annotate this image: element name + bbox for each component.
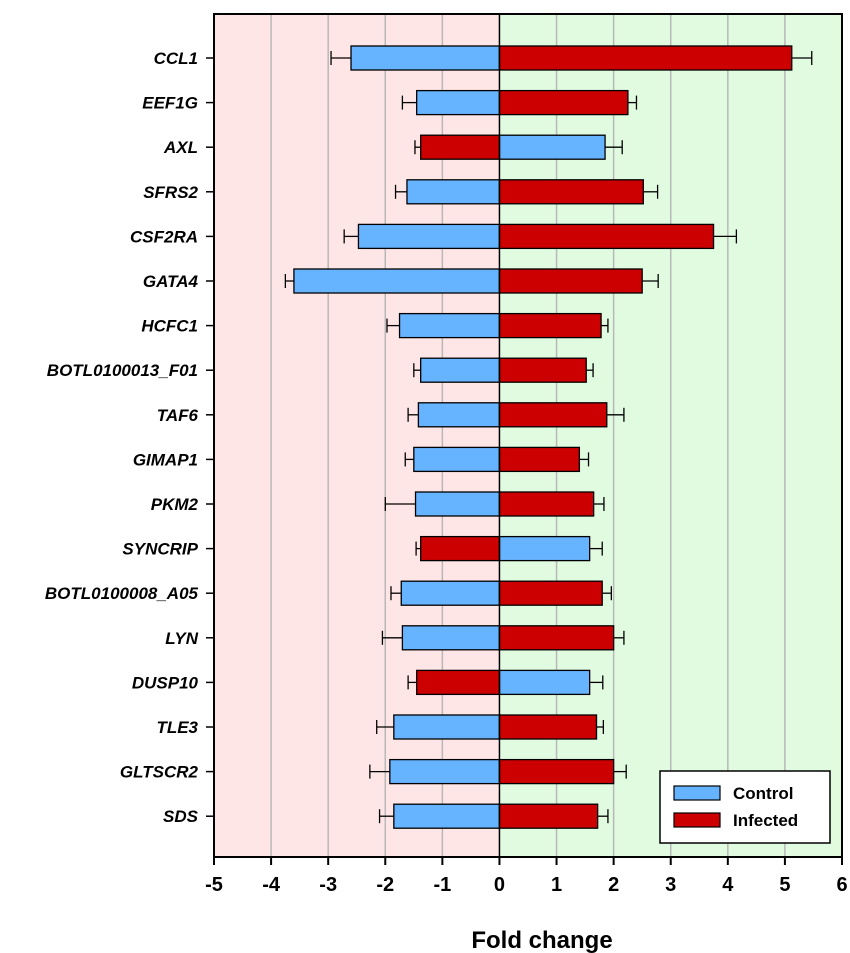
legend-box	[659, 770, 831, 844]
bar-control-gata4	[293, 268, 501, 294]
gene-label-axl: AXL	[163, 138, 198, 157]
legend: Control Infected	[659, 770, 831, 844]
x-tick-label: 6	[836, 874, 847, 896]
x-tick-label: -2	[376, 874, 394, 896]
bars	[284, 45, 813, 829]
bar-infected-botl0100013_f01	[498, 357, 587, 383]
bar-infected-axl	[420, 134, 501, 160]
bar-control-ccl1	[350, 45, 501, 71]
bar-infected-ccl1	[498, 45, 793, 71]
bar-control-lyn	[401, 625, 501, 651]
x-tick-label: 2	[608, 874, 619, 896]
gene-label-csf2ra: CSF2RA	[130, 227, 198, 246]
x-tick-label: -5	[205, 874, 223, 896]
gene-label-gata4: GATA4	[143, 272, 199, 291]
gene-label-sds: SDS	[163, 807, 199, 826]
bar-infected-sfrs2	[498, 179, 644, 205]
x-tick-label: -3	[319, 874, 337, 896]
x-tick-label: -1	[433, 874, 451, 896]
bar-control-botl0100008_a05	[400, 580, 501, 606]
gene-label-gltscr2: GLTSCR2	[120, 763, 199, 782]
y-axis-labels: CCL1 EEF1G AXL SFRS2 CSF2RA GATA4 HCFC1 BOTL010…	[45, 49, 214, 826]
gene-label-tle3: TLE3	[156, 718, 198, 737]
bar-infected-gata4	[498, 268, 643, 294]
legend-swatch-infected	[673, 812, 721, 828]
bar-infected-botl0100008_a05	[498, 580, 603, 606]
gene-label-syncrip: SYNCRIP	[122, 540, 198, 559]
x-tick-label: 5	[779, 874, 790, 896]
x-axis-title: Fold change	[471, 927, 612, 953]
bar-control-syncrip	[498, 535, 591, 562]
bar-control-eef1g	[416, 89, 501, 116]
bar-infected-gimap1	[498, 446, 581, 473]
bar-infected-lyn	[498, 625, 615, 651]
gene-label-botl0100013_f01: BOTL0100013_F01	[47, 361, 198, 380]
gene-label-botl0100008_a05: BOTL0100008_A05	[45, 584, 199, 603]
gene-label-gimap1: GIMAP1	[133, 450, 198, 469]
bar-infected-taf6	[498, 402, 608, 428]
bar-infected-sds	[498, 803, 599, 829]
bar-control-csf2ra	[357, 223, 501, 250]
plot-frame	[213, 13, 843, 858]
bar-infected-syncrip	[420, 535, 501, 562]
gene-label-dusp10: DUSP10	[132, 673, 199, 692]
bar-control-axl	[498, 134, 606, 160]
bar-control-botl0100013_f01	[420, 357, 501, 383]
x-tick-label: 1	[551, 874, 562, 896]
legend-swatch-control	[673, 785, 721, 801]
x-axis-ticks: -5 -4 -3 -2 -1 0 1 2 3 4 5 6	[205, 857, 848, 896]
bar-control-gimap1	[413, 446, 501, 473]
bar-control-tle3	[393, 714, 501, 740]
bar-infected-hcfc1	[498, 312, 602, 339]
bar-infected-gltscr2	[498, 758, 615, 785]
x-tick-label: 4	[722, 874, 734, 896]
gene-label-sfrs2: SFRS2	[143, 183, 198, 202]
bar-infected-pkm2	[498, 491, 595, 517]
bar-infected-tle3	[498, 714, 598, 740]
legend-label-control: Control	[733, 784, 793, 803]
bar-control-taf6	[417, 402, 501, 428]
bar-control-hcfc1	[398, 312, 501, 339]
gene-label-eef1g: EEF1G	[142, 94, 198, 113]
bar-infected-dusp10	[416, 669, 501, 696]
bar-control-sfrs2	[406, 179, 501, 205]
gene-label-taf6: TAF6	[157, 406, 199, 425]
bar-control-gltscr2	[389, 758, 501, 785]
gene-label-ccl1: CCL1	[154, 49, 198, 68]
gene-label-lyn: LYN	[165, 629, 198, 648]
gene-label-pkm2: PKM2	[151, 495, 199, 514]
bar-infected-eef1g	[498, 89, 629, 116]
x-tick-label: 0	[494, 874, 505, 896]
bar-control-sds	[393, 803, 501, 829]
legend-label-infected: Infected	[733, 811, 798, 830]
x-tick-label: -4	[262, 874, 281, 896]
bar-control-dusp10	[498, 669, 591, 696]
x-tick-label: 3	[665, 874, 676, 896]
gene-label-hcfc1: HCFC1	[141, 317, 198, 336]
bar-infected-csf2ra	[498, 223, 715, 250]
bar-control-pkm2	[414, 491, 501, 517]
